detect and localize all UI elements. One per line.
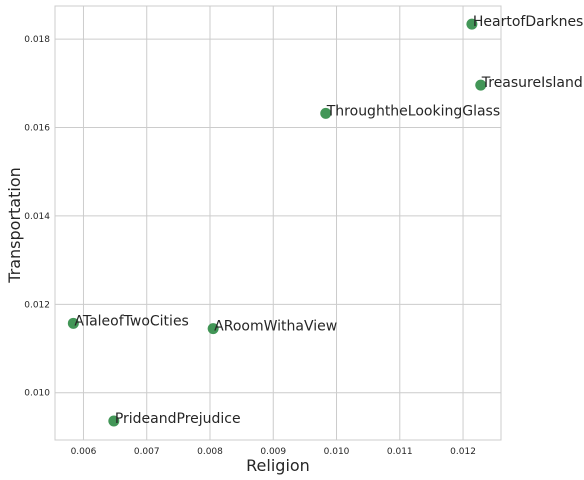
plot-frame — [54, 5, 502, 441]
tick-labels: 0.006 0.007 0.008 0.009 0.010 0.011 0.012 0.010… — [24, 35, 476, 457]
data-point — [320, 107, 332, 119]
plot-area — [55, 6, 501, 440]
y-tick-label: 0.010 — [24, 389, 50, 399]
data-point — [475, 79, 487, 91]
point-label: ARoomWithaView — [214, 319, 337, 335]
grid-lines — [55, 6, 501, 440]
x-tick-label: 0.007 — [134, 447, 160, 457]
y-tick-label: 0.012 — [24, 300, 50, 310]
x-tick-label: 0.009 — [260, 447, 286, 457]
point-label: ATaleofTwoCities — [74, 313, 189, 329]
data-point — [207, 323, 219, 335]
x-axis-title: Religion — [246, 456, 310, 475]
data-point — [108, 415, 120, 427]
data-point — [67, 317, 79, 329]
point-label: HeartofDarkness — [473, 14, 584, 30]
y-tick-label: 0.018 — [24, 35, 50, 45]
x-tick-label: 0.006 — [71, 447, 97, 457]
point-label: ThroughtheLookingGlass — [326, 103, 500, 119]
y-tick-label: 0.014 — [24, 212, 50, 222]
x-tick-label: 0.012 — [450, 447, 476, 457]
point-label: PrideandPrejudice — [115, 411, 241, 427]
x-tick-label: 0.008 — [197, 447, 223, 457]
point-label: TreasureIsland — [481, 75, 583, 91]
y-axis-title: Transportation — [5, 167, 24, 284]
y-tick-label: 0.016 — [24, 124, 50, 134]
x-tick-label: 0.010 — [324, 447, 350, 457]
x-tick-label: 0.011 — [387, 447, 413, 457]
data-point — [466, 18, 478, 30]
data-points: HeartofDarkness TreasureIsland ThroughtheL… — [67, 14, 584, 427]
